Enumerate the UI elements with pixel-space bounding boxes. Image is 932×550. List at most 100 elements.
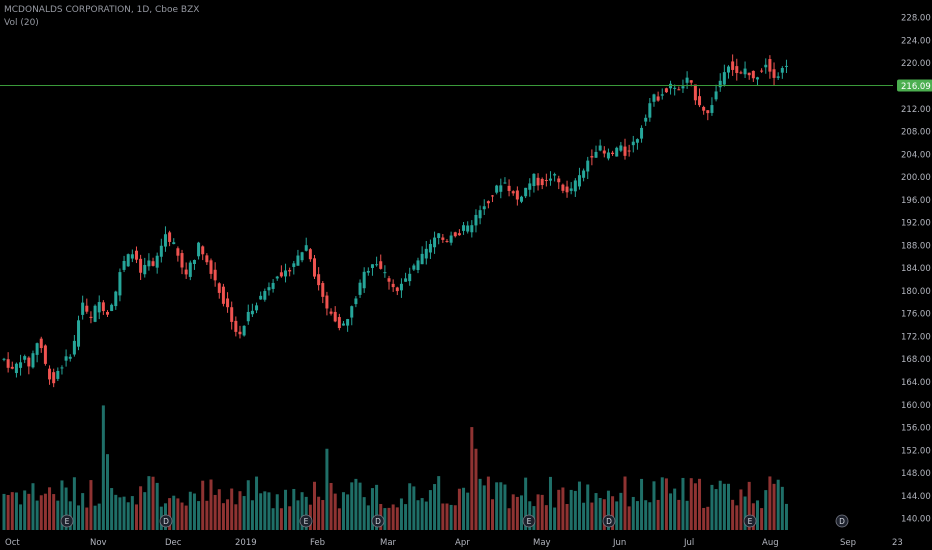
y-tick-label: 184.00 — [901, 264, 931, 274]
volume-bar — [300, 492, 304, 530]
candle-body — [279, 272, 283, 277]
x-tick-label: Oct — [5, 538, 20, 548]
volume-bar — [462, 487, 466, 530]
candle-body — [569, 188, 573, 191]
candle-body — [72, 340, 76, 355]
candle-body — [14, 363, 18, 374]
event-marker — [159, 514, 173, 528]
volume-bar — [507, 508, 511, 530]
candle-body — [139, 258, 143, 273]
candle-body — [101, 302, 105, 312]
candle-body — [780, 68, 784, 73]
volume-bar — [772, 483, 776, 530]
volume-bar — [511, 494, 515, 530]
candle-body — [329, 311, 333, 314]
candle-body — [760, 70, 764, 72]
candle-body — [573, 180, 577, 192]
y-tick-label: 148.00 — [901, 469, 931, 479]
volume-bar — [284, 489, 288, 530]
candle-body — [437, 233, 441, 238]
volume-bar — [453, 505, 457, 530]
candle-body — [735, 66, 739, 73]
event-marker — [743, 514, 757, 528]
candle-body — [255, 305, 259, 311]
volume-bar — [755, 500, 759, 530]
candle-body — [60, 367, 64, 369]
candle-body — [755, 77, 759, 80]
volume-bar — [346, 494, 350, 530]
volume-bar — [19, 504, 23, 530]
candle-body — [134, 250, 138, 260]
event-marker — [835, 514, 849, 528]
candle-body — [85, 305, 89, 312]
event-marker-label: E — [304, 517, 309, 526]
volume-bar — [97, 503, 101, 530]
candle-body — [77, 320, 81, 347]
x-tick-label: May — [533, 538, 551, 548]
candle-body — [89, 316, 93, 318]
volume-bar — [565, 503, 569, 530]
candle-body — [751, 70, 755, 79]
volume-bar — [197, 501, 201, 530]
candle-body — [387, 278, 391, 282]
candle-body — [308, 249, 312, 260]
candle-body — [768, 59, 772, 72]
candle-body — [524, 187, 528, 197]
candle-body — [424, 248, 428, 259]
volume-bar — [698, 478, 702, 530]
volume-bar — [540, 494, 544, 530]
candle-body — [747, 72, 751, 76]
volume-bar — [313, 481, 316, 530]
candle-body — [366, 270, 370, 273]
volume-bar — [669, 493, 673, 530]
volume-bar — [151, 476, 155, 530]
volume-bar — [362, 497, 366, 530]
candle-body — [404, 278, 408, 282]
candle-body — [250, 310, 254, 315]
y-tick-label: 180.00 — [901, 287, 931, 297]
volume-bar — [524, 477, 528, 530]
volume-bar — [606, 490, 610, 530]
candle-body — [192, 259, 196, 265]
volume-bar — [491, 499, 495, 530]
volume-bar — [238, 491, 242, 530]
volume-bar — [706, 506, 710, 530]
event-marker-label: D — [606, 517, 612, 526]
volume-bar — [230, 488, 234, 530]
y-tick-label: 192.00 — [901, 219, 931, 229]
candle-body — [354, 298, 358, 305]
candle-body — [520, 196, 523, 202]
volume-indicator-label[interactable]: Vol (20) — [4, 18, 39, 28]
x-tick-label: Jul — [683, 538, 694, 548]
volume-bar — [644, 500, 648, 530]
y-tick-label: 156.00 — [901, 424, 931, 434]
time-axis[interactable]: Oct Nov Dec 2019 Feb Mar Apr May Jun Jul Aug Sep 23 — [5, 538, 903, 548]
candle-body — [536, 177, 540, 186]
volume-bar — [598, 498, 602, 530]
candle-body — [507, 185, 511, 191]
candle-body — [515, 190, 519, 200]
volume-bar — [217, 489, 221, 530]
candle-body — [656, 96, 660, 101]
event-marker-label: D — [163, 517, 169, 526]
volume-bar — [470, 427, 474, 530]
volume-bar — [147, 476, 151, 530]
y-tick-label: 212.00 — [901, 105, 931, 115]
candlesticks — [2, 54, 788, 388]
volume-bar — [718, 480, 722, 530]
volume-bar — [466, 492, 470, 530]
candle-body — [391, 283, 395, 288]
volume-bar — [155, 482, 159, 530]
volume-bar — [486, 476, 490, 530]
candle-body — [242, 325, 246, 336]
price-axis[interactable]: 140.00 144.00 148.00 152.00 156.00 160.00 164.… — [901, 14, 931, 525]
volume-bar — [689, 478, 693, 530]
volume-bar — [263, 491, 267, 530]
candle-body — [702, 106, 706, 111]
volume-bar — [499, 482, 503, 530]
volume-bar — [279, 508, 283, 530]
candle-body — [619, 145, 623, 151]
volume-bar — [611, 496, 615, 530]
